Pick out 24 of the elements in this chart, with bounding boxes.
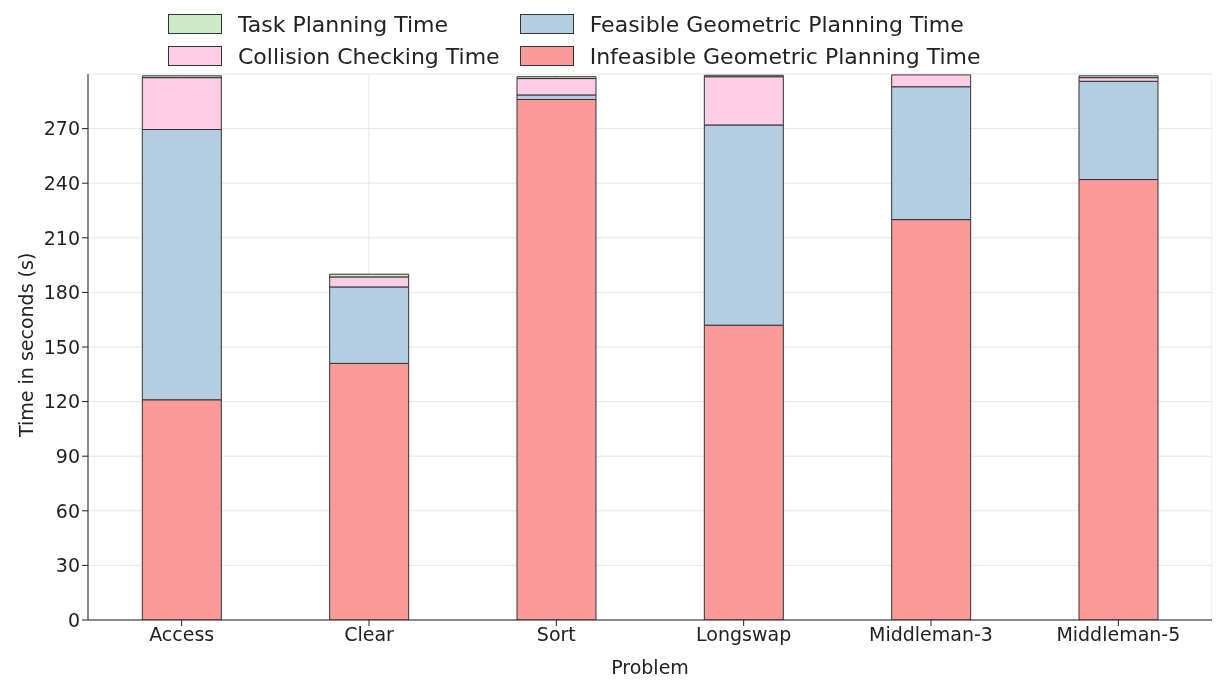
y-tick-label: 270	[43, 117, 80, 140]
y-axis-title: Time in seconds (s)	[14, 252, 37, 438]
y-tick-label: 240	[43, 171, 80, 194]
bar	[516, 98, 597, 620]
x-tick-label: Sort	[536, 623, 576, 646]
y-tick-label: 0	[67, 608, 80, 631]
y-tick-label: 180	[43, 281, 80, 304]
x-tick-label: Middleman-5	[1056, 623, 1181, 646]
y-tick-label: 60	[55, 499, 80, 522]
y-tick-label: 210	[43, 226, 80, 249]
y-tick-label: 120	[43, 390, 80, 413]
y-tick-label: 90	[55, 444, 80, 467]
legend-label: Collision Checking Time	[238, 43, 500, 69]
legend-label: Task Planning Time	[238, 11, 449, 37]
x-tick-label: Clear	[344, 623, 395, 646]
x-tick-label: Middleman-3	[869, 623, 993, 646]
y-tick-label: 30	[55, 554, 80, 577]
x-tick-label: Longswap	[696, 623, 792, 646]
x-axis-title: Problem	[611, 656, 689, 678]
x-tick-label: Access	[149, 623, 215, 646]
legend-label: Feasible Geometric Planning Time	[589, 11, 964, 37]
legend-label: Infeasible Geometric Planning Time	[589, 43, 981, 69]
y-tick-label: 150	[43, 335, 80, 358]
bar	[516, 78, 597, 96]
